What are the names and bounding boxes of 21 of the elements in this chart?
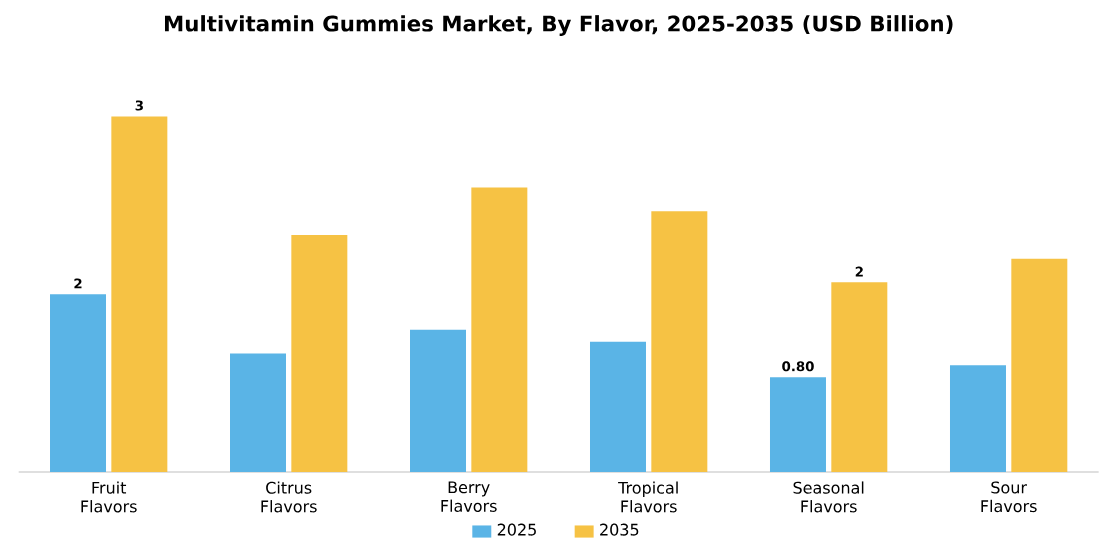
bar — [471, 187, 528, 472]
x-tick-label: Berry Flavors — [441, 481, 497, 512]
chart-title: Multivitamin Gummies Market, By Flavor, 2025-2035 (USD Billion) — [164, 15, 953, 36]
bar — [769, 377, 826, 472]
x-tick-label: Seasonal Flavors — [793, 481, 864, 513]
bar — [50, 294, 107, 472]
x-tick-label: Tropical Flavors — [618, 481, 678, 513]
x-tick-label: Sour Flavors — [981, 481, 1037, 513]
bar — [230, 353, 286, 472]
bar — [590, 341, 646, 472]
legend-label: 2035 — [600, 523, 639, 536]
bar — [831, 282, 888, 472]
legend-label: 2025 — [497, 523, 536, 536]
x-tick-label: Citrus Flavors — [261, 481, 317, 513]
bar — [291, 234, 348, 472]
bar — [949, 365, 1006, 472]
bar — [1011, 258, 1068, 472]
x-tick-label: Fruit Flavors — [81, 481, 137, 513]
bar — [111, 116, 168, 472]
bar — [651, 211, 708, 472]
bar — [410, 329, 466, 472]
